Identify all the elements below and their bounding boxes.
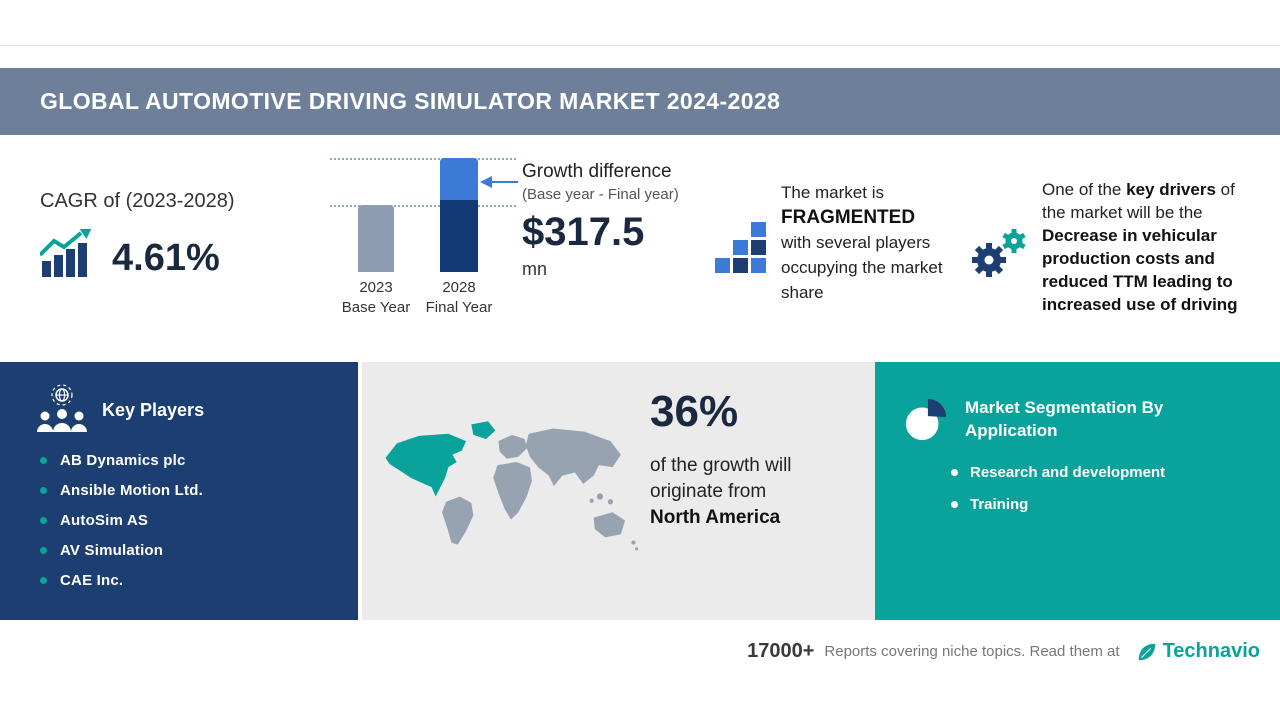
region-island [631, 540, 636, 545]
key-player-item: CAE Inc. [40, 572, 358, 589]
region-line-1: of the growth will [650, 455, 792, 476]
growth-unit: mn [522, 259, 548, 279]
fragmented-text-2: with several players occupying the marke… [781, 233, 943, 302]
dotted-guideline-final [330, 158, 516, 160]
dotted-guideline-base [330, 205, 516, 207]
region-text: of the growth will originate from North … [650, 453, 792, 531]
segmentation-item: Training [951, 496, 1280, 513]
fragmented-section: The market is FRAGMENTED with several pl… [715, 180, 947, 305]
bar-caption-2023: Base Year [341, 299, 411, 316]
region-asia [525, 428, 621, 487]
region-island [607, 499, 614, 505]
region-greenland [471, 421, 496, 440]
growth-difference-section: Growth difference (Base year - Final yea… [522, 161, 679, 280]
technavio-wordmark: Technavio [1162, 640, 1260, 662]
footer-report-count: 17000+ [747, 640, 815, 662]
region-line-2: originate from [650, 481, 767, 502]
region-south-america [442, 496, 474, 545]
growth-title: Growth difference [522, 161, 672, 182]
bullet-dot [951, 501, 958, 508]
region-name: North America [650, 507, 781, 528]
pie-chart-icon [905, 398, 947, 441]
key-driver-bold-2: Decrease in vehicular production costs a… [1042, 226, 1238, 314]
segmentation-item: Research and development [951, 464, 1280, 481]
key-players-list: AB Dynamics plc Ansible Motion Ltd. Auto… [40, 452, 358, 589]
fragmented-text-1: The market is [781, 183, 884, 202]
growth-subtitle: (Base year - Final year) [522, 186, 679, 203]
bar-2028 [440, 158, 478, 272]
bar-label-2023: 2023 Base Year [334, 278, 418, 318]
key-driver-text-2: of the market will be the [1042, 180, 1235, 222]
bullet-dot [40, 487, 47, 494]
key-player-name: AV Simulation [60, 542, 164, 559]
key-driver-text-1: One of the [1042, 180, 1127, 199]
world-map [385, 421, 639, 551]
key-player-name: AutoSim AS [60, 512, 149, 529]
bar-2023 [358, 205, 394, 272]
region-island [589, 498, 594, 503]
key-player-name: Ansible Motion Ltd. [60, 482, 203, 499]
region-north-america [385, 433, 467, 497]
growth-difference-arrow-icon [480, 176, 518, 188]
bullet-dot [951, 469, 958, 476]
bar-label-2028: 2028 Final Year [417, 278, 501, 318]
segmentation-panel: Market Segmentation By Application Resea… [875, 362, 1280, 620]
bullet-dot [40, 577, 47, 584]
market-fragments-icon [715, 222, 766, 273]
key-player-item: AV Simulation [40, 542, 358, 559]
region-australia [593, 512, 626, 538]
fragmented-highlight: FRAGMENTED [781, 207, 916, 228]
key-player-item: AB Dynamics plc [40, 452, 358, 469]
key-player-item: AutoSim AS [40, 512, 358, 529]
growth-value: $317.5 [522, 210, 645, 254]
top-divider [0, 45, 1280, 46]
key-players-panel: Key Players AB Dynamics plc Ansible Moti… [0, 362, 358, 620]
region-island [596, 493, 604, 500]
technavio-leaf-icon [1138, 643, 1155, 660]
key-players-title: Key Players [102, 399, 205, 420]
bar-chart-up-icon [40, 229, 93, 277]
region-percent: 36% [650, 387, 739, 436]
footer: 17000+ Reports covering niche topics. Re… [747, 640, 1260, 663]
bullet-dot [40, 517, 47, 524]
header-band: GLOBAL AUTOMOTIVE DRIVING SIMULATOR MARK… [0, 68, 1280, 135]
bar-year-2023: 2023 [359, 279, 393, 296]
page-title: GLOBAL AUTOMOTIVE DRIVING SIMULATOR MARK… [40, 88, 781, 114]
people-globe-icon [37, 384, 87, 432]
technavio-logo: Technavio [1136, 640, 1260, 663]
segmentation-label: Research and development [970, 464, 1166, 481]
region-europe [498, 434, 527, 459]
cagr-label: CAGR of (2023-2028) [40, 190, 235, 212]
gears-icon [972, 229, 1026, 277]
footer-text: Reports covering niche topics. Read them… [824, 643, 1120, 660]
region-panel: 36% of the growth will originate from No… [362, 362, 875, 620]
growth-bar-chart: 2023 Base Year 2028 Final Year [330, 150, 522, 325]
cagr-value: 4.61% [112, 237, 220, 279]
bullet-dot [40, 547, 47, 554]
key-player-name: AB Dynamics plc [60, 452, 186, 469]
segmentation-title: Market Segmentation By Application [965, 398, 1164, 440]
key-driver-bold-1: key drivers [1126, 180, 1216, 199]
region-africa [493, 462, 532, 520]
key-driver-section: One of the key drivers of the market wil… [968, 178, 1260, 316]
region-island [635, 547, 639, 551]
segmentation-list: Research and development Training [951, 464, 1280, 513]
cagr-section: CAGR of (2023-2028) 4.61% [40, 190, 235, 277]
fragmented-text: The market is FRAGMENTED with several pl… [781, 180, 947, 305]
segmentation-label: Training [970, 496, 1029, 513]
key-player-item: Ansible Motion Ltd. [40, 482, 358, 499]
bar-caption-2028: Final Year [425, 299, 493, 316]
key-player-name: CAE Inc. [60, 572, 124, 589]
key-driver-text: One of the key drivers of the market wil… [1042, 178, 1260, 316]
bullet-dot [40, 457, 47, 464]
bar-year-2028: 2028 [442, 279, 476, 296]
